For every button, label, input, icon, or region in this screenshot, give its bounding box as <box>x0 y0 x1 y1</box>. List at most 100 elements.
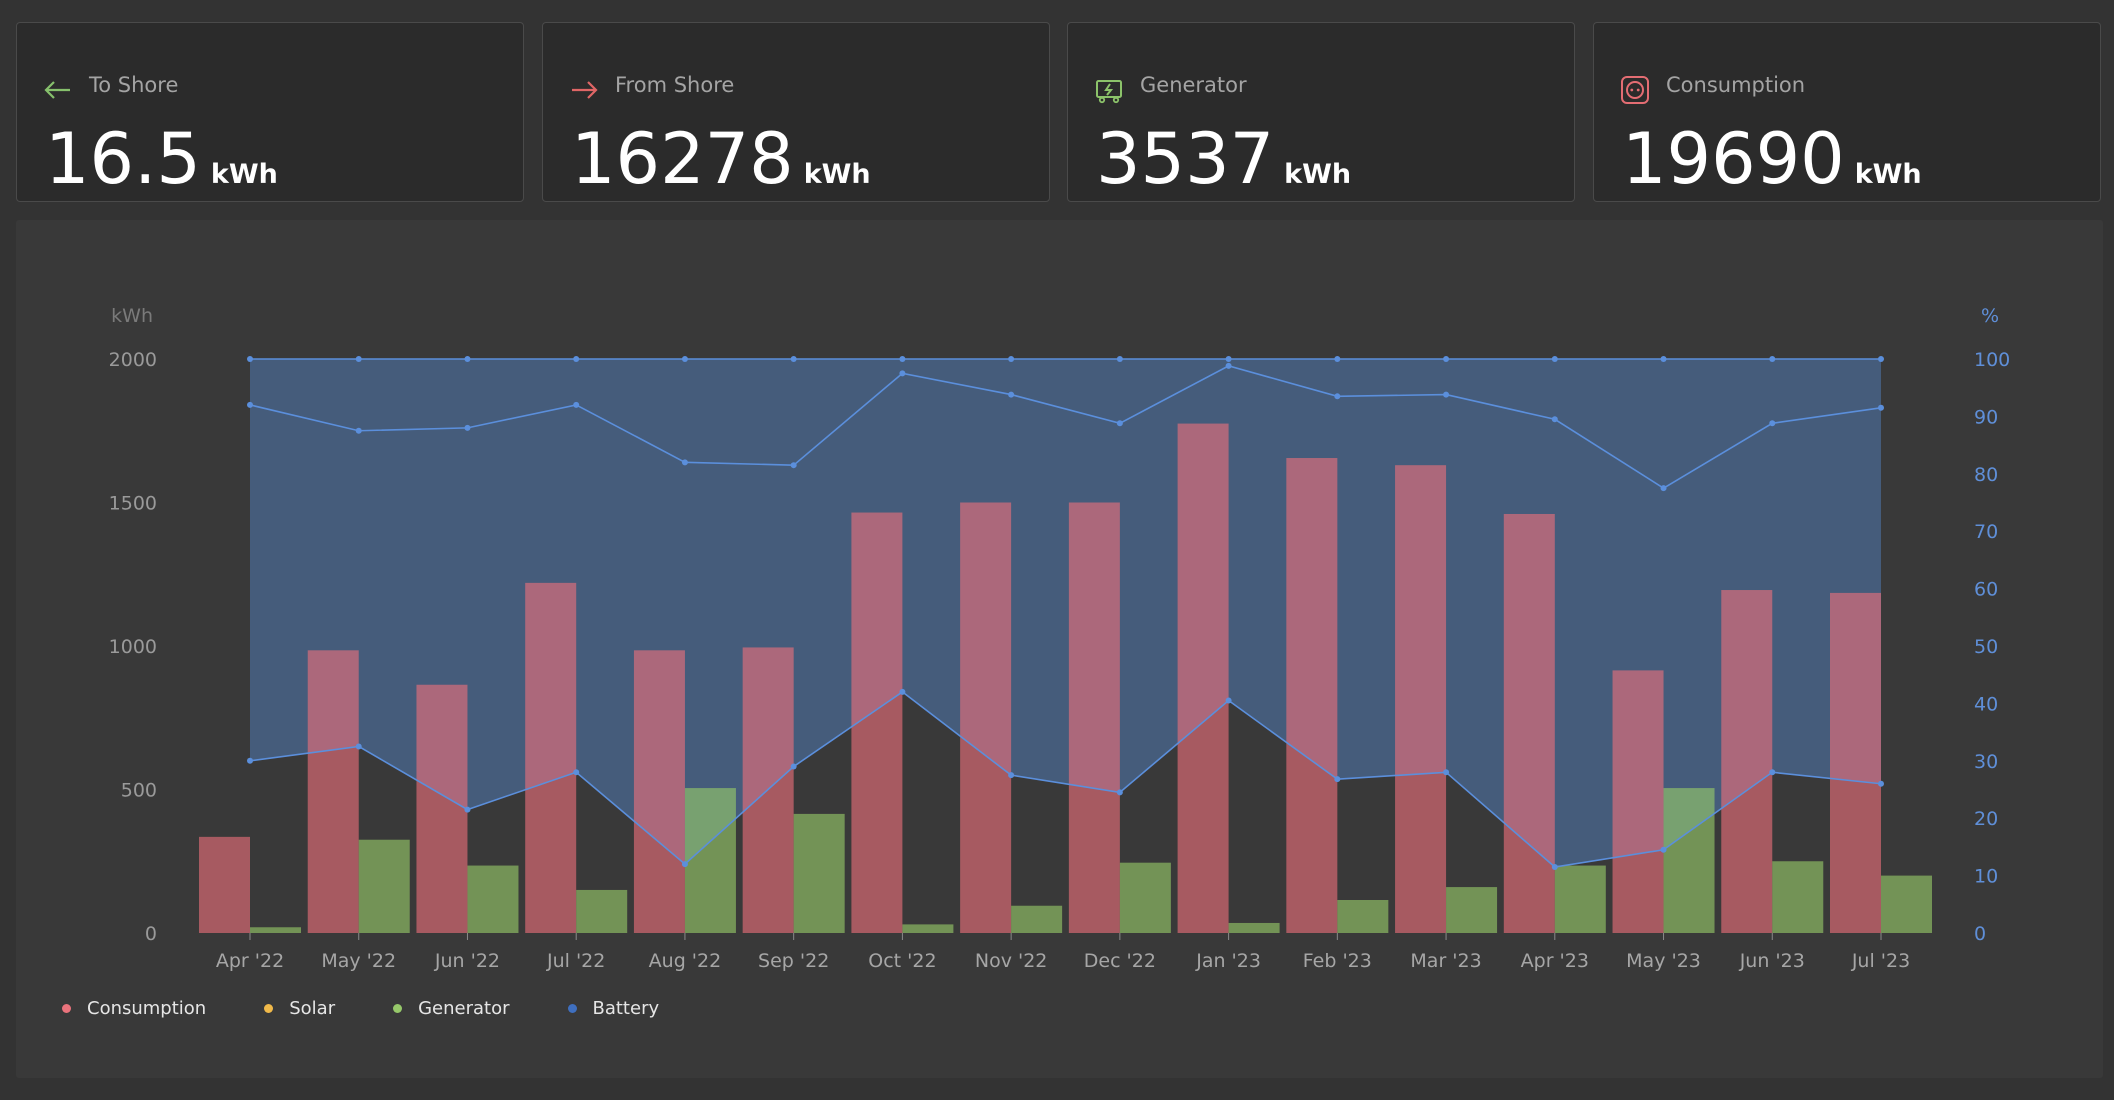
generator-bar <box>1554 865 1606 933</box>
card-label: To Shore <box>89 73 179 97</box>
battery-avg-point <box>1551 416 1558 423</box>
battery-max-point <box>1116 356 1123 362</box>
y2-axis-unit-label: % <box>1981 305 1999 327</box>
y2-tick-label: 90 <box>1974 406 1998 428</box>
battery-max-point <box>247 356 253 362</box>
generator-bar <box>793 813 845 933</box>
generator-bar <box>1772 861 1824 933</box>
card-unit: kWh <box>803 159 871 190</box>
battery-min-point <box>1443 769 1450 776</box>
battery-avg-point <box>247 401 253 408</box>
y2-tick-label: 10 <box>1974 866 1998 888</box>
socket-icon <box>1621 76 1649 104</box>
consumption-bar <box>307 650 359 933</box>
generator-bar <box>1446 887 1498 933</box>
generator-icon <box>1096 80 1122 104</box>
legend-item-solar[interactable]: Solar <box>264 998 335 1019</box>
generator-bar <box>1337 899 1389 933</box>
battery-avg-point <box>1660 485 1667 492</box>
battery-avg-point <box>681 459 688 466</box>
card-unit: kWh <box>210 159 278 190</box>
x-tick-label: Jul '23 <box>1851 950 1910 972</box>
card-value: 19690 kWh <box>1622 118 1922 200</box>
battery-avg-point <box>1008 391 1015 398</box>
y2-tick-label: 50 <box>1974 636 1998 658</box>
battery-avg-point <box>1334 393 1341 400</box>
consumption-bar <box>1395 465 1447 933</box>
x-tick-label: May '22 <box>321 950 396 972</box>
battery-min-point <box>1225 697 1232 704</box>
y-tick-label: 0 <box>145 923 157 945</box>
x-tick-label: Jun '23 <box>1739 950 1805 972</box>
battery-avg-point <box>1878 404 1884 411</box>
battery-max-point <box>1334 356 1341 362</box>
generator-bar <box>1663 788 1715 933</box>
battery-max-point <box>899 356 906 362</box>
legend-label: Consumption <box>87 997 207 1019</box>
battery-max-point <box>1443 356 1450 362</box>
legend-item-generator[interactable]: Generator <box>393 998 510 1019</box>
consumption-bar <box>416 684 468 933</box>
x-tick-label: Dec '22 <box>1084 950 1156 972</box>
x-tick-label: Jan '23 <box>1195 950 1261 972</box>
consumption-bar <box>851 512 903 933</box>
battery-avg-point <box>1116 420 1123 427</box>
generator-bar <box>250 927 301 933</box>
generator-bar <box>902 924 954 933</box>
chart-legend: Consumption Solar Generator Battery <box>62 995 717 1021</box>
generator-bar <box>1228 922 1280 933</box>
battery-max-point <box>355 356 362 362</box>
y-tick-label: 2000 <box>109 349 157 371</box>
x-tick-label: Mar '23 <box>1410 950 1481 972</box>
battery-max-point <box>790 356 797 362</box>
legend-item-consumption[interactable]: Consumption <box>62 998 206 1019</box>
x-tick-label: Oct '22 <box>868 950 936 972</box>
generator-bar <box>467 865 519 933</box>
y2-tick-label: 70 <box>1974 521 1998 543</box>
battery-avg-point <box>1769 420 1776 427</box>
battery-min-point <box>681 861 688 868</box>
x-tick-label: Jul '22 <box>546 950 605 972</box>
y-tick-label: 500 <box>121 780 157 802</box>
y2-tick-label: 20 <box>1974 808 1998 830</box>
legend-item-battery[interactable]: Battery <box>567 997 660 1019</box>
battery-min-point <box>1878 780 1884 787</box>
y2-tick-label: 30 <box>1974 751 1998 773</box>
arrow-right-icon <box>572 81 598 99</box>
card-label: From Shore <box>615 73 735 97</box>
battery-avg-line <box>249 365 1882 490</box>
generator-bar <box>576 889 628 933</box>
battery-max-point <box>1551 356 1558 362</box>
battery-min-point <box>1008 772 1015 779</box>
battery-avg-point <box>790 462 797 469</box>
battery-min-point <box>1660 846 1667 853</box>
legend-label: Battery <box>592 997 660 1019</box>
consumption-card: Consumption 19690 kWh <box>1593 22 2101 202</box>
battery-min-line <box>249 690 1882 868</box>
battery-min-point <box>899 688 906 695</box>
battery-min-point <box>1334 776 1341 783</box>
consumption-bar <box>1830 592 1881 933</box>
battery-min-point <box>1769 769 1776 776</box>
battery-max-point <box>573 356 580 362</box>
y2-tick-label: 40 <box>1974 693 1998 715</box>
battery-max-point <box>1878 356 1884 362</box>
generator-bar <box>358 839 410 933</box>
consumption-bar <box>1721 590 1773 933</box>
battery-avg-point <box>464 424 471 431</box>
x-tick-label: Jun '22 <box>434 950 500 972</box>
legend-dot <box>264 1003 274 1013</box>
generator-card: Generator 3537 kWh <box>1067 22 1575 202</box>
y2-tick-label: 0 <box>1974 923 1986 945</box>
y2-tick-label: 80 <box>1974 464 1998 486</box>
battery-min-point <box>573 769 580 776</box>
battery-avg-point <box>1443 391 1450 398</box>
consumption-bar <box>960 502 1012 933</box>
card-unit: kWh <box>1284 159 1352 190</box>
legend-dot <box>567 1003 577 1013</box>
consumption-bar <box>199 836 250 933</box>
battery-min-point <box>790 763 797 770</box>
battery-min-point <box>355 743 362 750</box>
battery-min-point <box>1116 789 1123 796</box>
